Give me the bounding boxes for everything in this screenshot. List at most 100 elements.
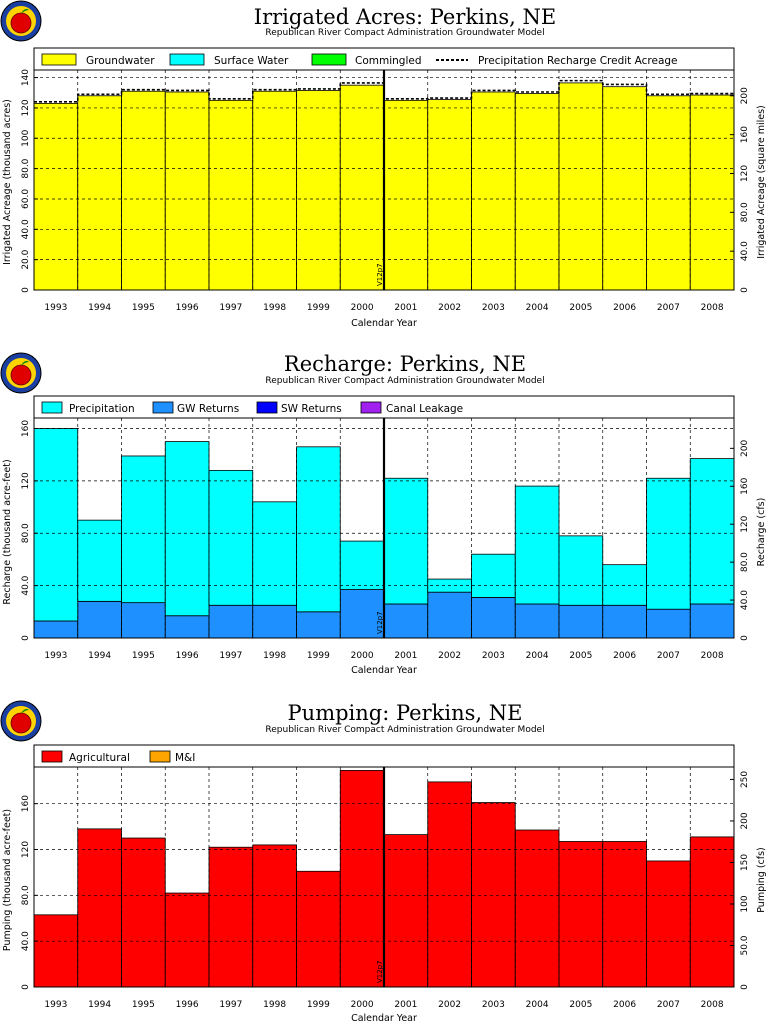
bar (77, 519, 122, 602)
y2-tick-label: 200 (740, 87, 750, 104)
bar (296, 611, 341, 639)
y2-tick-label: 40.0 (740, 590, 750, 610)
x-tick-label: 1999 (307, 303, 330, 313)
bar (252, 501, 297, 606)
x-tick-label: 2004 (526, 1000, 549, 1010)
bar (296, 90, 341, 291)
x-tick-label: 1996 (176, 1000, 199, 1010)
y2-tick-label: 50.0 (740, 935, 750, 955)
x-tick-label: 2006 (613, 651, 636, 661)
bar (164, 91, 210, 291)
bar (33, 428, 79, 622)
y-tick-label: 80.0 (21, 523, 31, 543)
y2-tick-label: 200 (740, 812, 750, 829)
apple-logo-icon (0, 700, 42, 742)
bar (602, 841, 647, 988)
x-tick-label: 2003 (482, 303, 505, 313)
x-tick-label: 2001 (394, 651, 417, 661)
chart-title: Pumping: Perkins, NE (288, 701, 523, 725)
bar (339, 770, 385, 988)
y-axis-label: Pumping (thousand acre-feet) (2, 809, 13, 951)
y2-tick-label: 0 (740, 984, 750, 990)
bar (208, 846, 254, 988)
legend-swatch-precipitation (41, 401, 63, 414)
bar (208, 604, 254, 639)
legend-label-recharge-credit: Precipitation Recharge Credit Acreage (478, 55, 678, 67)
y-axis-label: Recharge (thousand acre-feet) (2, 459, 13, 604)
irrigated-acres-panel: Irrigated Acres: Perkins, NE Republican … (0, 0, 767, 329)
bar (471, 553, 516, 598)
bar (514, 829, 560, 988)
y-tick-label: 120 (21, 99, 31, 116)
bar (77, 95, 122, 291)
x-tick-label: 2006 (613, 303, 636, 313)
y-tick-label: 120 (21, 841, 31, 858)
y-tick-label: 160 (21, 420, 31, 437)
y-tick-label: 80.0 (21, 158, 31, 178)
x-tick-label: 2003 (482, 651, 505, 661)
y2-tick-label: 160 (740, 126, 750, 143)
y2-tick-label: 80.0 (740, 552, 750, 572)
chart-title: Recharge: Perkins, NE (284, 352, 526, 376)
legend-label-sw-returns: SW Returns (281, 403, 342, 415)
legend-swatch-commingled (311, 53, 347, 66)
y-tick-label: 120 (21, 472, 31, 489)
x-axis-label: Calendar Year (351, 1013, 417, 1024)
legend-box (33, 47, 735, 71)
x-tick-label: 2000 (351, 651, 374, 661)
legend-box (33, 744, 735, 768)
bar (646, 860, 691, 988)
x-tick-label: 1997 (219, 1000, 242, 1010)
bar (164, 615, 210, 639)
legend-label-canal-leakage: Canal Leakage (386, 403, 463, 415)
y-tick-label: 0 (21, 984, 31, 990)
x-tick-label: 2004 (526, 303, 549, 313)
x-tick-label: 2000 (351, 1000, 374, 1010)
x-tick-label: 2002 (438, 303, 461, 313)
bar (514, 603, 560, 639)
bar (252, 90, 297, 291)
bar (558, 604, 604, 639)
bar (646, 95, 691, 291)
bar (164, 892, 210, 988)
x-tick-label: 1996 (176, 303, 199, 313)
x-axis-label: Calendar Year (351, 665, 417, 676)
y-tick-label: 40.0 (21, 931, 31, 951)
chart-title: Irrigated Acres: Perkins, NE (254, 5, 556, 29)
y2-tick-label: 100 (740, 895, 750, 912)
x-tick-label: 1999 (307, 1000, 330, 1010)
x-tick-label: 1994 (88, 303, 111, 313)
y-tick-label: 0 (21, 635, 31, 641)
y-tick-label: 80.0 (21, 885, 31, 905)
y-tick-label: 20.0 (21, 249, 31, 269)
legend-swatch-sw-returns (256, 401, 278, 414)
x-tick-label: 2005 (569, 1000, 592, 1010)
legend-box (33, 395, 735, 419)
apple-logo-icon (0, 352, 42, 394)
chart-subtitle: Republican River Compact Administration … (265, 28, 544, 38)
bar (602, 86, 647, 291)
x-tick-label: 2005 (569, 303, 592, 313)
y2-tick-label: 80.0 (740, 202, 750, 222)
x-tick-label: 2002 (438, 1000, 461, 1010)
x-tick-label: 1997 (219, 651, 242, 661)
bar (383, 477, 429, 605)
x-tick-label: 2008 (701, 651, 724, 661)
bar (427, 591, 472, 639)
bar (77, 828, 122, 988)
x-tick-label: 1998 (263, 303, 286, 313)
x-tick-label: 2001 (394, 1000, 417, 1010)
bar (383, 834, 429, 988)
bar (339, 589, 385, 639)
bar (602, 604, 647, 639)
x-tick-label: 1996 (176, 651, 199, 661)
x-tick-label: 2006 (613, 1000, 636, 1010)
legend-label-gw-returns: GW Returns (177, 403, 239, 415)
bar (471, 91, 516, 291)
bar (121, 837, 166, 988)
x-tick-label: 1994 (88, 1000, 111, 1010)
legend-swatch-agricultural (41, 750, 63, 763)
x-axis-label: Calendar Year (351, 318, 417, 329)
y-tick-label: 0 (21, 287, 31, 293)
